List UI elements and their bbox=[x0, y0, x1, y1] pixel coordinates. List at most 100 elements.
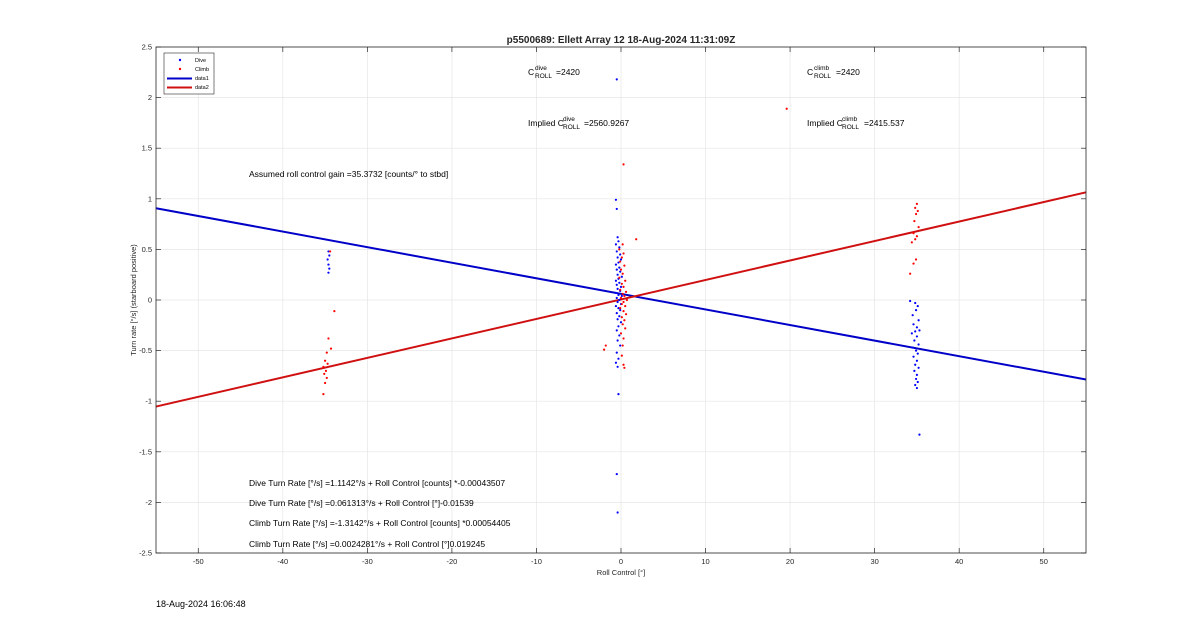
x-tick-label: 30 bbox=[870, 557, 878, 566]
point-climb bbox=[620, 316, 623, 319]
svg-text:=2560.9267: =2560.9267 bbox=[584, 118, 629, 128]
point-climb bbox=[323, 359, 327, 362]
point-climb bbox=[624, 313, 628, 316]
point-climb bbox=[623, 319, 626, 322]
annotation-implied-dive: Implied C dive ROLL =2560.9267 bbox=[528, 116, 629, 131]
point-dive bbox=[911, 314, 914, 317]
svg-text:climb: climb bbox=[842, 116, 858, 123]
annotation-fit-2: Dive Turn Rate [°/s] =0.061313°/s + Roll… bbox=[249, 498, 474, 508]
y-axis-label: Turn rate [°/s] (starboard positive) bbox=[129, 244, 138, 356]
point-climb bbox=[785, 107, 788, 110]
point-dive bbox=[615, 351, 618, 354]
point-dive bbox=[917, 343, 920, 346]
svg-text:ROLL: ROLL bbox=[814, 73, 831, 80]
point-dive bbox=[914, 330, 917, 333]
annotation-c-climb: C climb ROLL =2420 bbox=[807, 65, 860, 80]
point-dive bbox=[620, 294, 623, 298]
point-climb bbox=[915, 235, 919, 238]
point-dive bbox=[618, 281, 621, 284]
legend-label-climb: Climb bbox=[195, 67, 209, 73]
svg-text:climb: climb bbox=[814, 65, 830, 72]
point-climb bbox=[618, 248, 621, 251]
point-dive bbox=[914, 309, 918, 312]
annotation-implied-climb: Implied C climb ROLL =2415.537 bbox=[807, 116, 905, 131]
ticks: -50 -40 -30 -20 -10 0 10 20 30 40 50-2.5-2-1.5-1-0… bbox=[139, 43, 1086, 566]
annotation-gain: Assumed roll control gain =35.3732 [coun… bbox=[249, 169, 448, 179]
y-tick-label: -2 bbox=[145, 498, 152, 507]
point-climb bbox=[621, 292, 624, 296]
point-dive bbox=[615, 296, 618, 300]
point-climb bbox=[622, 300, 625, 304]
point-dive bbox=[617, 325, 620, 328]
point-dive bbox=[616, 318, 619, 321]
point-dive bbox=[619, 309, 622, 312]
point-dive bbox=[616, 236, 619, 239]
point-climb bbox=[624, 279, 627, 282]
point-dive bbox=[914, 383, 917, 387]
point-dive bbox=[913, 339, 916, 342]
y-tick-label: 1 bbox=[148, 194, 152, 203]
point-climb bbox=[625, 298, 629, 302]
y-tick-label: 0 bbox=[148, 296, 152, 305]
point-climb bbox=[619, 306, 622, 310]
svg-text:dive: dive bbox=[535, 65, 547, 72]
point-dive bbox=[916, 380, 919, 384]
point-climb bbox=[619, 268, 623, 271]
x-tick-label: 40 bbox=[955, 557, 963, 566]
data-points bbox=[322, 78, 921, 514]
point-dive bbox=[914, 301, 917, 305]
point-dive bbox=[615, 250, 618, 253]
point-climb bbox=[623, 294, 626, 298]
point-climb bbox=[325, 376, 328, 380]
point-dive bbox=[618, 266, 621, 269]
point-climb bbox=[622, 363, 625, 366]
point-dive bbox=[615, 472, 618, 476]
point-climb bbox=[329, 250, 332, 253]
y-tick-label: -2.5 bbox=[139, 549, 152, 558]
point-climb bbox=[624, 304, 627, 308]
point-dive bbox=[615, 312, 618, 315]
point-dive bbox=[616, 300, 619, 304]
point-dive bbox=[618, 298, 621, 302]
point-dive bbox=[619, 285, 623, 288]
point-dive bbox=[617, 357, 620, 360]
svg-text:Implied C: Implied C bbox=[807, 118, 843, 128]
point-dive bbox=[620, 275, 623, 278]
svg-text:dive: dive bbox=[563, 116, 575, 123]
point-dive bbox=[916, 304, 919, 308]
point-dive bbox=[918, 329, 921, 332]
x-axis-label: Roll Control [°] bbox=[597, 568, 645, 577]
x-tick-label: 50 bbox=[1040, 557, 1048, 566]
point-dive bbox=[617, 261, 620, 264]
point-dive bbox=[615, 329, 618, 332]
point-dive bbox=[914, 363, 917, 366]
point-climb bbox=[621, 272, 624, 275]
y-tick-label: -1 bbox=[145, 397, 152, 406]
svg-text:ROLL: ROLL bbox=[563, 124, 580, 131]
point-dive bbox=[614, 198, 618, 201]
point-dive bbox=[616, 339, 619, 342]
x-tick-label: 20 bbox=[786, 557, 794, 566]
point-dive bbox=[912, 355, 915, 358]
point-climb bbox=[619, 260, 622, 263]
point-dive bbox=[328, 267, 331, 270]
legend: Dive Climb data1 data2 bbox=[163, 52, 215, 95]
point-dive bbox=[614, 291, 618, 295]
point-climb bbox=[635, 238, 638, 241]
point-climb bbox=[913, 219, 916, 223]
point-climb bbox=[618, 276, 621, 279]
point-climb bbox=[623, 264, 626, 267]
point-dive bbox=[917, 366, 920, 369]
point-dive bbox=[614, 243, 618, 246]
y-tick-label: 2 bbox=[148, 93, 152, 102]
fit-lines bbox=[155, 191, 1087, 408]
svg-text:ROLL: ROLL bbox=[535, 73, 552, 80]
point-dive bbox=[619, 258, 623, 261]
point-dive bbox=[327, 271, 330, 274]
point-dive bbox=[616, 365, 619, 368]
point-climb bbox=[622, 310, 625, 313]
point-dive bbox=[915, 359, 919, 362]
point-dive bbox=[619, 344, 622, 347]
point-dive bbox=[915, 386, 919, 390]
point-dive bbox=[913, 369, 916, 372]
